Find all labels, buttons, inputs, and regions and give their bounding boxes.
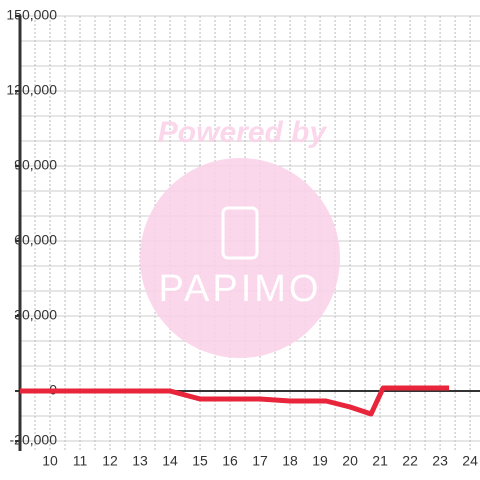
- x-tick-label: 23: [432, 453, 448, 469]
- x-tick-label: 20: [342, 453, 358, 469]
- x-tick-label: 15: [192, 453, 208, 469]
- x-tick-label: 24: [462, 453, 478, 469]
- x-tick-label: 17: [252, 453, 268, 469]
- x-tick-label: 13: [132, 453, 148, 469]
- watermark: Powered by PAPIMO: [140, 116, 340, 358]
- x-tick-label: 12: [102, 453, 118, 469]
- x-tick-label: 19: [312, 453, 328, 469]
- x-tick-label: 10: [42, 453, 58, 469]
- x-tick-label: 22: [402, 453, 418, 469]
- watermark-icon: [221, 206, 259, 260]
- data-line: [20, 385, 450, 417]
- y-tick-label: 120,000: [6, 82, 57, 98]
- watermark-title: Powered by: [158, 116, 328, 149]
- x-tick-label: 21: [372, 453, 388, 469]
- x-tick-label: 16: [222, 453, 238, 469]
- y-tick-label: 150,000: [6, 7, 57, 23]
- x-tick-label: 18: [282, 453, 298, 469]
- y-tick-label: 60,000: [14, 232, 57, 248]
- watermark-brand: PAPIMO: [159, 268, 322, 310]
- y-tick-label: -20,000: [10, 432, 58, 448]
- x-tick-label: 14: [162, 453, 178, 469]
- x-tick-label: 11: [73, 453, 88, 469]
- y-tick-label: 90,000: [14, 157, 57, 173]
- y-tick-label: 30,000: [14, 307, 57, 323]
